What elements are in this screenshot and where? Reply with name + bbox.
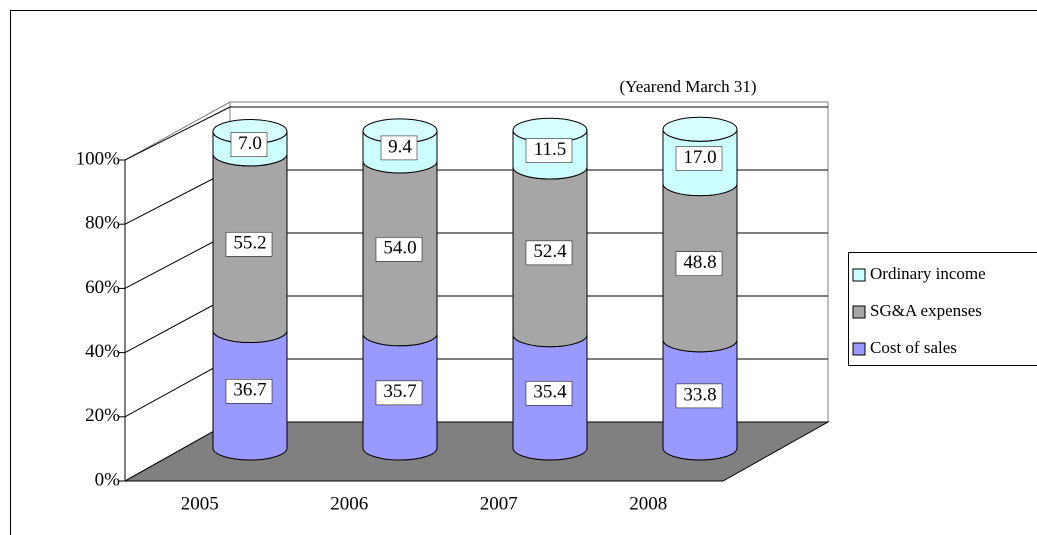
- x-tick-label: 2005: [181, 493, 219, 514]
- value-label-box: [225, 379, 273, 404]
- legend-marker: [852, 268, 866, 282]
- value-label-box: [525, 240, 573, 266]
- value-label-box: [375, 380, 423, 406]
- value-label-box: [675, 251, 723, 277]
- value-label: 17.0: [683, 147, 716, 168]
- value-label-box: [525, 138, 573, 163]
- value-label: 54.0: [383, 238, 416, 259]
- value-label-box: [225, 231, 273, 257]
- value-label-box: [375, 237, 423, 262]
- value-label-box: [380, 135, 418, 161]
- value-label: 35.7: [383, 381, 416, 402]
- value-label: 9.4: [388, 136, 412, 157]
- value-label-box: [675, 383, 723, 409]
- value-label: 11.5: [534, 139, 567, 160]
- y-tick-label: 100%: [76, 148, 121, 169]
- x-tick-label: 2007: [480, 493, 518, 514]
- value-label: 35.4: [533, 382, 567, 403]
- value-label: 48.8: [683, 252, 716, 273]
- value-label: 36.7: [233, 380, 266, 401]
- value-label: 33.8: [683, 384, 716, 405]
- y-tick-label: 40%: [85, 341, 120, 362]
- legend: [848, 252, 1037, 366]
- subtitle: (Yearend March 31): [619, 77, 756, 96]
- value-label-box: [675, 146, 723, 171]
- value-label: 55.2: [233, 233, 266, 254]
- x-tick-label: 2008: [629, 493, 667, 514]
- value-label-box: [230, 132, 268, 157]
- value-label-box: [525, 381, 573, 406]
- value-label: 52.4: [533, 241, 567, 262]
- x-tick-label: 2006: [330, 493, 368, 514]
- legend-label: Cost of sales: [870, 338, 957, 357]
- legend-label: Ordinary income: [870, 264, 986, 283]
- legend-marker: [852, 342, 866, 356]
- legend-label: SG&A expenses: [870, 301, 982, 320]
- grid-line: [124, 106, 231, 161]
- y-tick-label: 0%: [95, 469, 121, 490]
- value-label: 7.0: [238, 133, 262, 154]
- y-tick-label: 80%: [85, 213, 120, 234]
- legend-marker: [852, 305, 866, 319]
- y-tick-label: 60%: [85, 277, 120, 298]
- cylinder-top: [662, 116, 738, 142]
- y-tick-label: 20%: [85, 405, 120, 426]
